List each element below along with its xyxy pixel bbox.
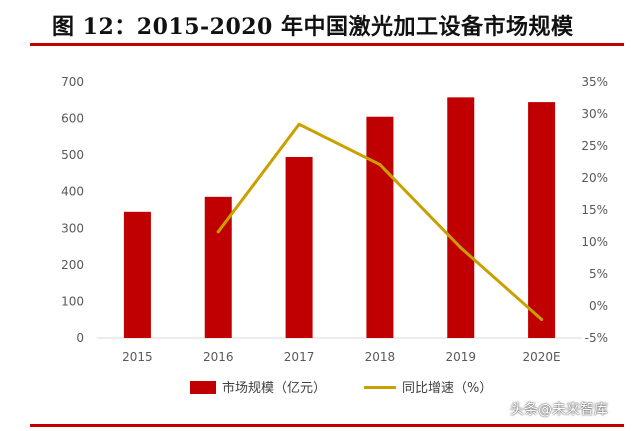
bar [366, 116, 394, 338]
growth-point [540, 317, 544, 321]
x-tick-label: 2015 [122, 350, 153, 364]
y-left-tick-label: 200 [61, 258, 84, 272]
line-series [216, 122, 544, 321]
y-right-tick-label: -5% [585, 331, 608, 345]
bar [123, 211, 151, 338]
figure-title: 图 12：2015-2020 年中国激光加工设备市场规模 [52, 14, 574, 40]
y-right-tick-label: 5% [589, 267, 608, 281]
growth-point [459, 246, 463, 250]
y-right-tick-label: 0% [589, 299, 608, 313]
x-tick-label: 2018 [365, 350, 396, 364]
y-left-tick-label: 500 [61, 148, 84, 162]
x-tick-label: 2017 [284, 350, 315, 364]
growth-point [378, 163, 382, 167]
legend-bar-label: 市场规模（亿元） [222, 380, 326, 396]
x-tick-label: 2020E [523, 350, 561, 364]
bar [447, 97, 475, 338]
title-rule [30, 43, 624, 46]
y-right-tick-label: 15% [581, 203, 608, 217]
axis-labels: 0 100 200 300 400 500 600 700 -5% 0% 5% 10% 15% 20% 25… [61, 75, 608, 364]
y-left-tick-label: 400 [61, 185, 84, 199]
growth-point [216, 230, 220, 234]
bottom-rule [30, 424, 624, 427]
y-left-tick-label: 700 [61, 75, 84, 89]
x-tick-label: 2019 [445, 350, 476, 364]
chart-legend: 市场规模（亿元） 同比增速（%） [190, 380, 492, 396]
bar [285, 156, 313, 338]
bar [528, 102, 556, 338]
y-right-tick-label: 25% [581, 139, 608, 153]
y-left-tick-label: 100 [61, 294, 84, 308]
y-right-tick-label: 30% [581, 107, 608, 121]
legend-line-label: 同比增速（%） [402, 381, 492, 396]
y-right-tick-label: 35% [581, 75, 608, 89]
watermark-text: 头条@未来智库 [510, 402, 608, 418]
y-left-tick-label: 300 [61, 221, 84, 235]
x-tick-label: 2016 [203, 350, 234, 364]
bar-series [123, 97, 556, 338]
y-left-tick-label: 0 [76, 331, 84, 345]
growth-point [297, 122, 301, 126]
figure-header: 图 12：2015-2020 年中国激光加工设备市场规模 [0, 0, 640, 46]
legend-bar-swatch [190, 381, 216, 394]
y-right-tick-label: 10% [581, 235, 608, 249]
y-left-tick-label: 600 [61, 112, 84, 126]
y-right-tick-label: 20% [581, 171, 608, 185]
